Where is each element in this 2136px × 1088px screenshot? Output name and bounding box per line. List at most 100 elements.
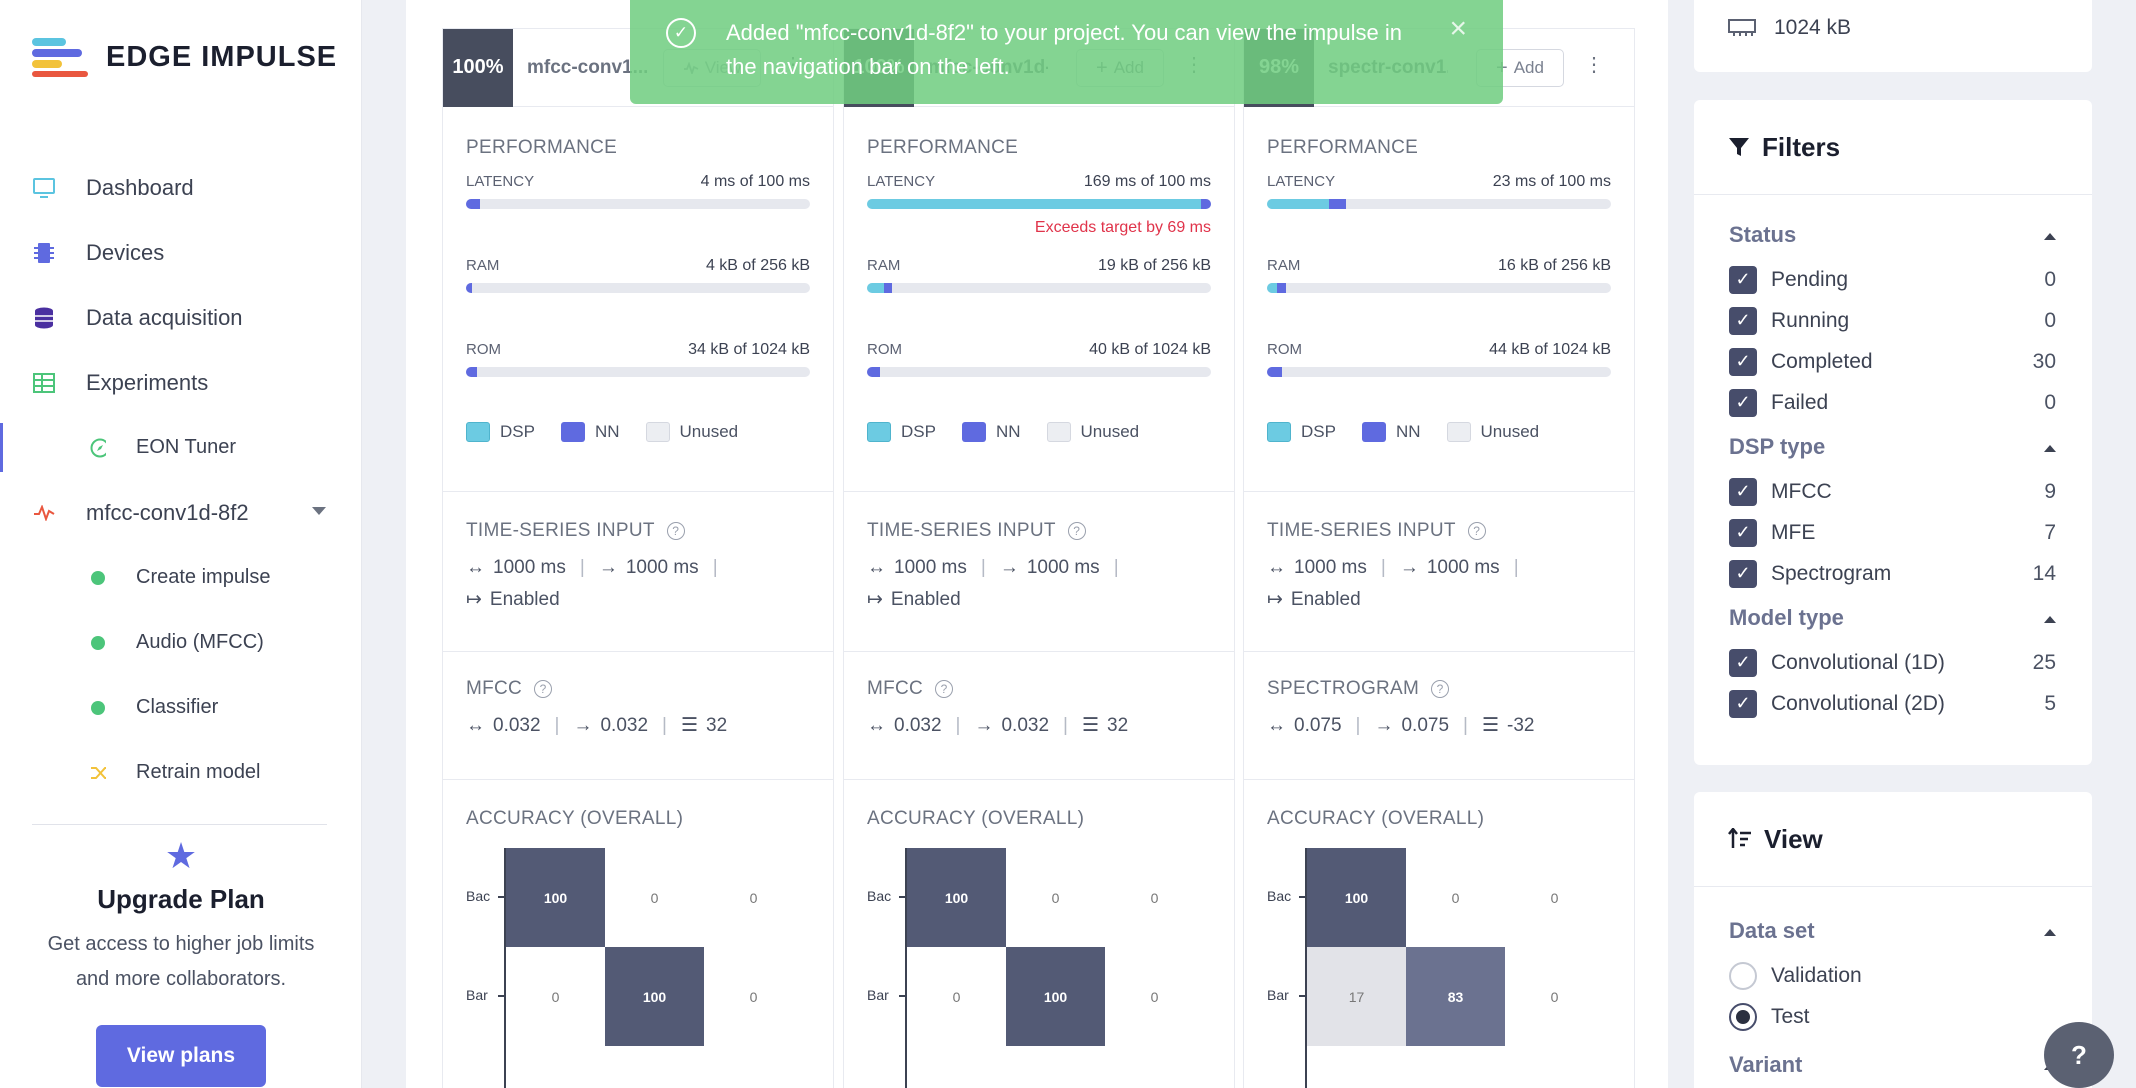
logo[interactable]: EDGE IMPULSE bbox=[32, 36, 337, 78]
performance-section: PERFORMANCE LATENCY 169 ms of 100 ms Exc… bbox=[844, 107, 1234, 492]
frame-length-icon: ↔ bbox=[466, 715, 485, 736]
sidebar-item-devices[interactable]: Devices bbox=[0, 220, 362, 285]
sidebar-item-data-acquisition[interactable]: Data acquisition bbox=[0, 285, 362, 350]
filter-group-header[interactable]: Model type bbox=[1694, 594, 2092, 642]
help-circle-icon[interactable]: ? bbox=[935, 680, 954, 698]
filter-group-header[interactable]: Status bbox=[1694, 211, 2092, 259]
filter-group-header[interactable]: DSP type bbox=[1694, 423, 2092, 471]
checkbox-checked-icon[interactable]: ✓ bbox=[1729, 518, 1757, 547]
chevron-down-icon[interactable] bbox=[312, 507, 326, 515]
confusion-cell: 0 bbox=[551, 988, 560, 1005]
chip-icon bbox=[32, 241, 56, 265]
help-circle-icon[interactable]: ? bbox=[1431, 680, 1450, 698]
time-series-section: TIME-SERIES INPUT? ↔ 1000 ms | → 1000 ms | ↦… bbox=[443, 492, 833, 652]
radio-test[interactable] bbox=[1729, 1002, 1757, 1031]
section-title: ACCURACY (OVERALL) bbox=[466, 808, 684, 829]
window-increase-value: 1000 ms bbox=[625, 557, 699, 578]
close-icon[interactable]: × bbox=[1449, 12, 1467, 45]
dataset-option-validation[interactable]: Validation bbox=[1694, 955, 2092, 996]
frame-stride-value: 0.075 bbox=[1401, 715, 1450, 736]
filter-checkbox-item[interactable]: ✓ MFE 7 bbox=[1694, 512, 2092, 553]
window-size-icon: ↔ bbox=[867, 557, 886, 578]
legend-dsp: DSP bbox=[466, 422, 535, 442]
rom-usage-bar bbox=[1267, 367, 1611, 377]
sidebar-item-audio-mfcc[interactable]: Audio (MFCC) bbox=[0, 610, 362, 675]
window-increase-icon: → bbox=[598, 557, 618, 578]
time-series-params: ↔ 1000 ms | → 1000 ms | ↦ Enabled bbox=[1267, 552, 1611, 616]
checkbox-checked-icon[interactable]: ✓ bbox=[1729, 388, 1757, 417]
filter-checkbox-item[interactable]: ✓ Running 0 bbox=[1694, 300, 2092, 341]
filter-count: 0 bbox=[2044, 390, 2056, 414]
sidebar-item-dashboard[interactable]: Dashboard bbox=[0, 155, 362, 220]
impulse-name[interactable]: mfcc-conv1... bbox=[527, 56, 647, 78]
database-icon bbox=[32, 306, 56, 330]
legend-nn: NN bbox=[1361, 422, 1421, 442]
axis-tick bbox=[498, 995, 506, 997]
status-dot-icon bbox=[90, 570, 106, 586]
sidebar-item-classifier[interactable]: Classifier bbox=[0, 675, 362, 740]
ram-usage-bar bbox=[1267, 283, 1611, 293]
help-circle-icon[interactable]: ? bbox=[1467, 522, 1486, 540]
usage-legend: DSP NN Unused bbox=[867, 417, 1211, 447]
filter-count: 30 bbox=[2032, 349, 2056, 373]
legend-dsp: DSP bbox=[867, 422, 936, 442]
view-plans-button[interactable]: View plans bbox=[96, 1025, 266, 1087]
checkbox-checked-icon[interactable]: ✓ bbox=[1729, 347, 1757, 376]
checkbox-checked-icon[interactable]: ✓ bbox=[1729, 559, 1757, 588]
matrix-axis bbox=[1305, 848, 1307, 1088]
confusion-matrix: Bac Bar 100 0 0 17 83 0 bbox=[1267, 848, 1627, 1088]
sidebar-item-experiments[interactable]: Experiments bbox=[0, 350, 362, 415]
sidebar-item-label: Experiments bbox=[86, 369, 209, 395]
coefficients-value: 32 bbox=[706, 715, 728, 736]
help-circle-icon[interactable]: ? bbox=[534, 680, 553, 698]
filter-checkbox-item[interactable]: ✓ Failed 0 bbox=[1694, 382, 2092, 423]
monitor-icon bbox=[32, 176, 56, 200]
coefficients-value: 32 bbox=[1107, 715, 1129, 736]
filter-group-title: Model type bbox=[1729, 605, 1844, 630]
more-options-icon[interactable]: ⋮ bbox=[1584, 54, 1604, 76]
matrix-axis bbox=[504, 848, 506, 1088]
accuracy-section: ACCURACY (OVERALL) Bac Bar 100 0 0 0 100 0 bbox=[844, 780, 1234, 1088]
filters-title: Filters bbox=[1762, 131, 1841, 162]
checkbox-checked-icon[interactable]: ✓ bbox=[1729, 265, 1757, 294]
zero-pad-icon: ↦ bbox=[867, 589, 883, 610]
help-circle-icon[interactable]: ? bbox=[666, 522, 685, 540]
filter-checkbox-item[interactable]: ✓ MFCC 9 bbox=[1694, 471, 2092, 512]
dataset-group-header[interactable]: Data set bbox=[1694, 907, 2092, 955]
confusion-cell: 0 bbox=[952, 988, 961, 1005]
time-series-section: TIME-SERIES INPUT? ↔ 1000 ms | → 1000 ms | ↦… bbox=[1244, 492, 1634, 652]
filter-checkbox-item[interactable]: ✓ Completed 30 bbox=[1694, 341, 2092, 382]
filter-checkbox-item[interactable]: ✓ Convolutional (2D) 5 bbox=[1694, 683, 2092, 724]
toast-message: Added "mfcc-conv1d-8f2" to your project.… bbox=[726, 20, 1402, 79]
checkbox-checked-icon[interactable]: ✓ bbox=[1729, 306, 1757, 335]
dsp-params: ↔ 0.075 | → 0.075 | ☰ -32 bbox=[1267, 710, 1611, 742]
frame-length-icon: ↔ bbox=[1267, 715, 1286, 736]
sidebar-item-impulse[interactable]: mfcc-conv1d-8f2 bbox=[0, 480, 362, 545]
filter-checkbox-item[interactable]: ✓ Convolutional (1D) 25 bbox=[1694, 642, 2092, 683]
checkbox-checked-icon[interactable]: ✓ bbox=[1729, 477, 1757, 506]
variant-group-header[interactable]: Variant bbox=[1694, 1041, 2092, 1088]
sidebar-item-label: Audio (MFCC) bbox=[136, 631, 264, 653]
edge-impulse-logo-icon bbox=[32, 36, 88, 78]
filter-icon bbox=[1729, 138, 1749, 156]
sidebar-item-retrain-model[interactable]: Retrain model bbox=[0, 740, 362, 805]
filter-checkbox-item[interactable]: ✓ Pending 0 bbox=[1694, 259, 2092, 300]
sidebar-item-eon-tuner[interactable]: EON Tuner bbox=[0, 415, 362, 480]
dataset-option-test[interactable]: Test bbox=[1694, 996, 2092, 1037]
dataset-title: Data set bbox=[1729, 918, 1815, 943]
legend-nn: NN bbox=[961, 422, 1021, 442]
axis-tick bbox=[899, 896, 907, 898]
sidebar-item-create-impulse[interactable]: Create impulse bbox=[0, 545, 362, 610]
checkbox-checked-icon[interactable]: ✓ bbox=[1729, 648, 1757, 677]
help-circle-icon[interactable]: ? bbox=[1067, 522, 1086, 540]
radio-validation[interactable] bbox=[1729, 961, 1757, 990]
filter-checkbox-item[interactable]: ✓ Spectrogram 14 bbox=[1694, 553, 2092, 594]
zero-pad-icon: ↦ bbox=[466, 589, 482, 610]
section-title: TIME-SERIES INPUT? bbox=[1267, 520, 1611, 542]
latency-usage-bar bbox=[867, 199, 1211, 209]
window-size-icon: ↔ bbox=[466, 557, 485, 578]
section-title: TIME-SERIES INPUT? bbox=[466, 520, 810, 542]
checkbox-checked-icon[interactable]: ✓ bbox=[1729, 689, 1757, 718]
performance-section: PERFORMANCE LATENCY 4 ms of 100 ms RAM 4… bbox=[443, 107, 833, 492]
help-button[interactable]: ? bbox=[2044, 1022, 2114, 1088]
